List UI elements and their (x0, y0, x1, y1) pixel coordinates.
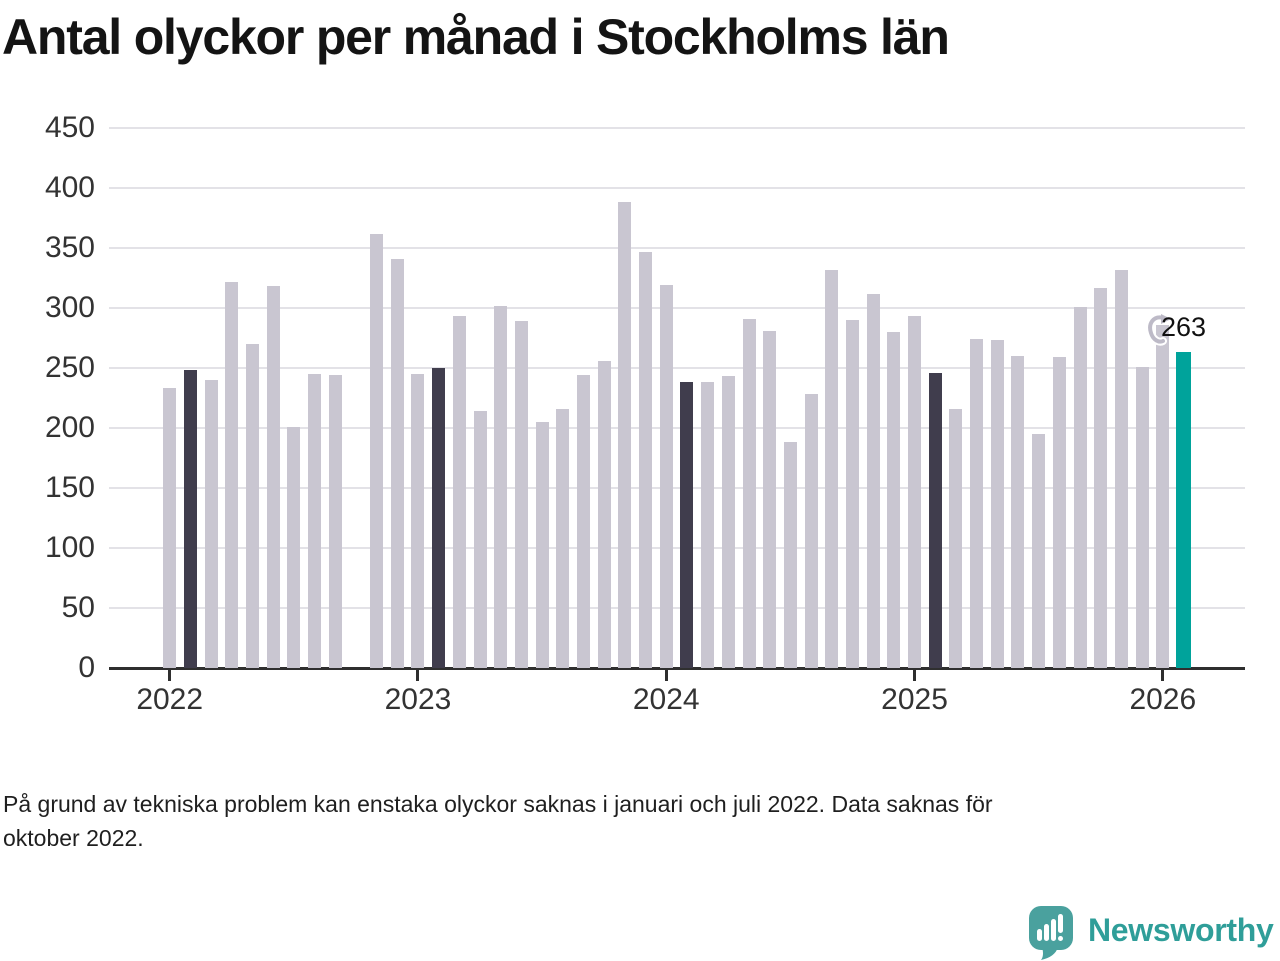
y-tick-label-200: 200 (44, 411, 95, 444)
x-tick-2026 (1161, 668, 1165, 681)
x-tick-label-2025: 2025 (881, 683, 948, 716)
chart-title: Antal olyckor per månad i Stockholms län (2, 9, 950, 65)
bar-2025-04 (970, 339, 984, 668)
footnote-line-1: På grund av tekniska problem kan enstaka… (3, 791, 993, 817)
bar-2024-12 (887, 332, 901, 668)
value-annotation: 263 (1161, 312, 1207, 342)
newsworthy-logo-icon (1029, 906, 1073, 960)
bar-2023-07 (535, 422, 549, 668)
gridline-400 (109, 187, 1245, 189)
bar-2025-07 (1032, 434, 1046, 668)
bar-2023-05 (494, 305, 508, 668)
gridline-50 (109, 607, 1245, 609)
bar-2022-01 (163, 388, 177, 668)
y-tick-label-450: 450 (44, 111, 95, 144)
x-tick-2022 (168, 668, 172, 681)
bar-2023-08 (556, 408, 570, 668)
bar-2023-10 (597, 360, 611, 668)
bar-2022-04 (225, 281, 239, 668)
x-tick-2025 (913, 668, 917, 681)
bar-2023-02 (432, 368, 446, 668)
bar-2022-03 (204, 380, 218, 668)
bar-2025-03 (949, 408, 963, 668)
y-tick-label-400: 400 (44, 171, 95, 204)
footnote-line-2: oktober 2022. (3, 825, 144, 851)
y-tick-label-50: 50 (61, 591, 95, 624)
bar-2025-12 (1135, 366, 1149, 668)
y-tick-label-150: 150 (44, 471, 95, 504)
bar-2024-11 (866, 293, 880, 668)
gridline-350 (109, 247, 1245, 249)
y-tick-label-100: 100 (44, 531, 95, 564)
bar-2024-07 (783, 442, 797, 668)
y-tick-label-0: 0 (78, 651, 95, 684)
bar-2025-10 (1094, 287, 1108, 668)
bar-2023-12 (639, 251, 653, 668)
bar-2024-02 (680, 382, 694, 668)
x-axis-line (109, 666, 1245, 670)
bar-2025-09 (1073, 306, 1087, 668)
gridline-100 (109, 547, 1245, 549)
bar-2024-08 (804, 394, 818, 668)
newsworthy-wordmark: Newsworthy (1088, 911, 1274, 948)
gridline-200 (109, 427, 1245, 429)
x-tick-2023 (416, 668, 420, 681)
bar-2024-09 (825, 269, 839, 668)
bar-2024-10 (845, 320, 859, 668)
bar-2024-01 (659, 285, 673, 668)
gridline-450 (109, 127, 1245, 129)
bar-2025-08 (1052, 357, 1066, 668)
gridline-150 (109, 487, 1245, 489)
x-tick-label-2024: 2024 (632, 683, 700, 716)
bar-2022-11 (370, 233, 384, 668)
y-tick-label-300: 300 (44, 291, 95, 324)
gridline-300 (109, 307, 1245, 309)
x-tick-label-2022: 2022 (136, 683, 204, 716)
newsworthy-logo: Newsworthy (1028, 905, 1274, 961)
annotation-arrow-icon (1148, 314, 1171, 346)
gridline-250 (109, 367, 1245, 369)
bar-2025-02 (928, 372, 942, 668)
bar-2023-09 (577, 375, 590, 668)
bar-2024-04 (721, 376, 735, 668)
bar-2024-06 (763, 330, 777, 668)
y-tick-label-350: 350 (44, 231, 95, 264)
bar-2023-06 (514, 321, 528, 668)
bar-2025-01 (908, 316, 922, 668)
bar-2022-07 (287, 426, 301, 668)
bar-2023-01 (411, 374, 425, 668)
bar-2022-02 (183, 370, 197, 668)
bar-2023-11 (618, 202, 632, 668)
bar-2024-03 (701, 382, 715, 668)
bar-2026-02 (1176, 352, 1191, 668)
bar-2025-11 (1114, 269, 1128, 668)
bar-2022-05 (245, 344, 259, 668)
bar-2025-05 (990, 340, 1004, 668)
bar-2022-06 (266, 286, 280, 668)
bar-2026-01 (1156, 324, 1170, 668)
x-tick-label-2023: 2023 (384, 683, 452, 716)
bar-2023-03 (452, 316, 466, 668)
plot-area: 0 50 100 150 200 250 300 350 400 450 2022 2023 2024 2… (44, 111, 1245, 716)
bar-2023-04 (473, 411, 487, 668)
bar-2022-12 (390, 258, 404, 668)
bar-2022-09 (328, 375, 342, 668)
x-tick-label-2026: 2026 (1129, 683, 1197, 716)
bar-2022-08 (308, 374, 322, 668)
bar-2025-06 (1011, 356, 1025, 668)
x-tick-2024 (664, 668, 668, 681)
bar-2024-05 (742, 318, 756, 668)
y-tick-label-250: 250 (44, 351, 95, 384)
footnote: På grund av tekniska problem kan enstaka… (3, 787, 1253, 855)
